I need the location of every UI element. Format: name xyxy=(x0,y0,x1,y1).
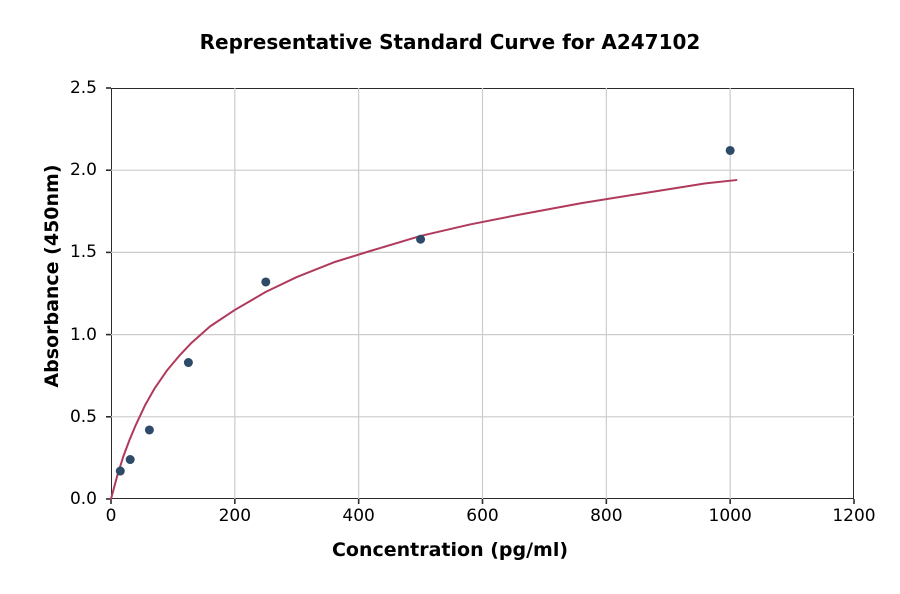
y-tick-label: 1.0 xyxy=(69,324,97,345)
x-tick-label: 800 xyxy=(590,506,623,526)
y-tick-label: 2.0 xyxy=(69,160,97,181)
x-tick-label: 600 xyxy=(466,506,499,526)
y-axis-label: Absorbance (450nm) xyxy=(41,164,63,388)
x-tick-label: 400 xyxy=(342,506,375,526)
y-tick-label: 0.5 xyxy=(69,406,97,427)
y-axis-tick-labels: 0.0 0.5 1.0 1.5 2.0 2.5 xyxy=(35,0,97,594)
plot-area xyxy=(111,88,854,499)
x-tick-label: 0 xyxy=(105,506,117,526)
x-tick-label: 1200 xyxy=(832,506,876,526)
chart-title: Representative Standard Curve for A24710… xyxy=(199,30,701,54)
x-axis-tick-labels: 0 200 400 600 800 1000 1200 xyxy=(0,506,900,536)
x-axis-label: Concentration (pg/ml) xyxy=(331,539,569,561)
x-tick-label: 1000 xyxy=(708,506,752,526)
y-tick-label: 1.5 xyxy=(69,242,97,263)
y-tick-label: 2.5 xyxy=(69,78,97,98)
x-tick-label: 200 xyxy=(218,506,252,526)
y-tick-label: 0.0 xyxy=(69,489,97,509)
